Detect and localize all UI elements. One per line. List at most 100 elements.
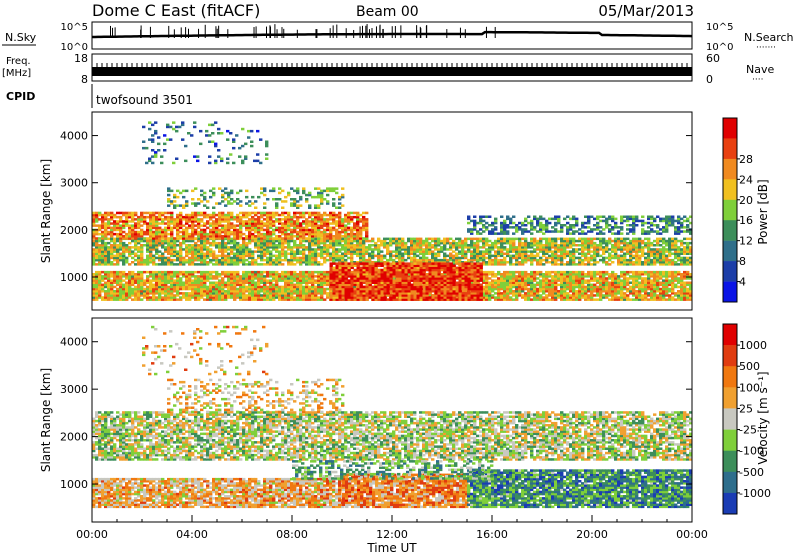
heatmap-cell	[527, 290, 530, 293]
heatmap-cell	[296, 259, 299, 262]
heatmap-cell	[461, 240, 464, 243]
heatmap-cell	[248, 279, 251, 282]
heatmap-cell	[617, 279, 620, 282]
heatmap-cell	[383, 238, 386, 241]
heatmap-cell	[686, 257, 689, 260]
heatmap-cell	[113, 250, 116, 253]
heatmap-cell	[287, 259, 290, 262]
heatmap-cell	[662, 250, 665, 253]
heatmap-cell	[605, 277, 608, 280]
heatmap-cell	[239, 279, 242, 282]
heatmap-cell	[143, 244, 146, 247]
heatmap-cell	[623, 259, 626, 262]
heatmap-cell	[98, 271, 101, 274]
heatmap-cell	[578, 240, 581, 243]
heatmap-cell	[416, 255, 419, 258]
heatmap-cell	[551, 290, 554, 293]
heatmap-cell	[524, 250, 527, 253]
heatmap-cell	[527, 259, 530, 262]
heatmap-cell	[563, 250, 566, 253]
heatmap-cell	[299, 250, 302, 253]
heatmap-cell	[560, 279, 563, 282]
heatmap-cell	[161, 279, 164, 282]
heatmap-cell	[266, 240, 269, 243]
heatmap-cell	[215, 259, 218, 262]
heatmap-cell	[113, 255, 116, 258]
heatmap-cell	[494, 259, 497, 262]
heatmap-cell	[572, 279, 575, 282]
heatmap-cell	[269, 238, 272, 241]
heatmap-cell	[242, 259, 245, 262]
heatmap-cell	[536, 271, 539, 274]
heatmap-cell	[218, 259, 221, 262]
heatmap-cell	[494, 250, 497, 253]
heatmap-cell	[125, 218, 128, 221]
heatmap-cell	[656, 294, 659, 297]
heatmap-cell	[608, 248, 611, 251]
heatmap-cell	[281, 250, 284, 253]
heatmap-cell	[143, 259, 146, 262]
heatmap-cell	[107, 231, 110, 234]
heatmap-cell	[95, 271, 98, 274]
heatmap-cell	[662, 240, 665, 243]
heatmap-cell	[194, 250, 197, 253]
heatmap-cell	[569, 250, 572, 253]
heatmap-cell	[521, 259, 524, 262]
heatmap-cell	[359, 240, 362, 243]
heatmap-cell	[623, 238, 626, 241]
heatmap-cell	[551, 238, 554, 241]
heatmap-cell	[365, 259, 368, 262]
heatmap-cell	[560, 271, 563, 274]
heatmap-cell	[275, 271, 278, 274]
heatmap-cell	[671, 253, 674, 256]
heatmap-cell	[146, 250, 149, 253]
heatmap-cell	[275, 250, 278, 253]
heatmap-cell	[647, 298, 650, 301]
heatmap-cell	[464, 238, 467, 241]
heatmap-cell	[257, 255, 260, 258]
heatmap-cell	[311, 271, 314, 274]
heatmap-cell	[176, 244, 179, 247]
heatmap-cell	[122, 271, 125, 274]
heatmap-cell	[209, 250, 212, 253]
heatmap-cell	[437, 259, 440, 262]
heatmap-cell	[629, 275, 632, 278]
heatmap-cell	[563, 290, 566, 293]
heatmap-cell	[347, 238, 350, 241]
heatmap-cell	[227, 246, 230, 249]
heatmap-cell	[314, 279, 317, 282]
heatmap-cell	[545, 259, 548, 262]
heatmap-cell	[221, 271, 224, 274]
heatmap-cell	[548, 271, 551, 274]
heatmap-cell	[317, 271, 320, 274]
heatmap-cell	[167, 250, 170, 253]
heatmap-cell	[341, 244, 344, 247]
heatmap-cell	[278, 279, 281, 282]
heatmap-cell	[266, 259, 269, 262]
heatmap-cell	[320, 271, 323, 274]
heatmap-cell	[575, 257, 578, 260]
heatmap-cell	[212, 282, 215, 285]
heatmap-cell	[269, 290, 272, 293]
heatmap-cell	[131, 288, 134, 291]
heatmap-cell	[137, 279, 140, 282]
heatmap-cell	[200, 240, 203, 243]
heatmap-cell	[665, 298, 668, 301]
heatmap-cell	[209, 248, 212, 251]
heatmap-cell	[578, 253, 581, 256]
heatmap-cell	[593, 271, 596, 274]
heatmap-cell	[476, 240, 479, 243]
heatmap-cell	[338, 250, 341, 253]
heatmap-cell	[134, 222, 137, 225]
heatmap-cell	[668, 250, 671, 253]
heatmap-cell	[431, 244, 434, 247]
heatmap-cell	[377, 250, 380, 253]
heatmap-cell	[317, 261, 320, 264]
heatmap-cell	[629, 240, 632, 243]
heatmap-cell	[521, 279, 524, 282]
heatmap-cell	[530, 259, 533, 262]
heatmap-cell	[101, 214, 104, 217]
heatmap-cell	[293, 271, 296, 274]
heatmap-cell	[92, 237, 95, 240]
heatmap-cell	[452, 250, 455, 253]
